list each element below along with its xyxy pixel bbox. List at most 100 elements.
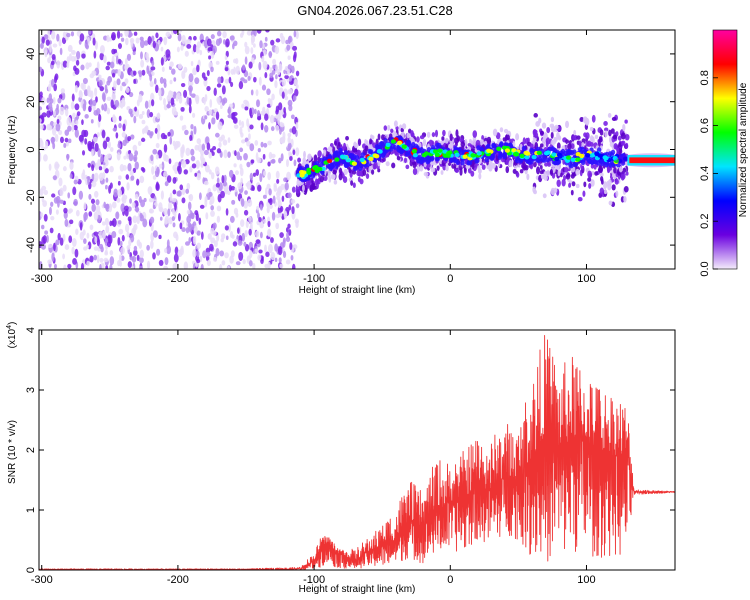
spectrogram-noise-cell bbox=[199, 204, 205, 209]
spectrogram-signal-cell bbox=[577, 196, 583, 202]
spectrogram-noise-cell bbox=[220, 237, 224, 243]
snr-y-tick-label: 0 bbox=[25, 567, 37, 573]
spectrogram-signal-cell bbox=[415, 136, 420, 143]
spectrogram-noise-cell bbox=[89, 98, 93, 108]
spectrogram-noise-cell bbox=[70, 31, 75, 37]
spectrogram-signal-cell bbox=[608, 129, 612, 137]
spectrogram-noise-cell bbox=[104, 168, 109, 174]
spectrogram-noise-cell bbox=[103, 102, 108, 112]
spectrogram-noise-cell bbox=[163, 208, 168, 216]
spectrogram-noise-cell bbox=[118, 228, 124, 235]
spectrogram-noise-cell bbox=[60, 88, 65, 94]
spectrogram-noise-cell bbox=[231, 199, 236, 205]
spectrogram-noise-cell bbox=[260, 122, 264, 131]
spectrogram-noise-cell bbox=[116, 78, 121, 86]
spectrogram-noise-cell bbox=[222, 31, 227, 39]
spectrogram-peak-cell bbox=[513, 152, 520, 157]
spectrogram-signal-cell bbox=[323, 175, 328, 182]
spectrogram-noise-cell bbox=[64, 244, 70, 251]
spectrogram-noise-cell bbox=[122, 164, 127, 171]
spectrogram-noise-cell bbox=[104, 203, 110, 210]
spectrogram-noise-cell bbox=[247, 76, 251, 81]
spectrogram-signal-cell bbox=[533, 161, 537, 168]
spectrogram-signal-cell bbox=[620, 132, 626, 140]
spectrogram-noise-cell bbox=[154, 127, 158, 134]
spectrogram-signal-cell bbox=[600, 176, 604, 182]
spectrogram-noise-cell bbox=[63, 207, 68, 214]
spectrogram-signal-cell bbox=[522, 165, 528, 170]
spectrogram-noise-cell bbox=[132, 70, 137, 76]
spectrogram-noise-cell bbox=[204, 164, 210, 173]
spectrogram-noise-cell bbox=[133, 223, 138, 231]
spectrogram-noise-cell bbox=[259, 172, 263, 183]
spectrogram-noise-cell bbox=[108, 203, 113, 213]
spectrogram-ridge-cell bbox=[485, 144, 490, 150]
spectrogram-noise-cell bbox=[165, 31, 171, 37]
spectrogram-noise-cell bbox=[293, 159, 297, 167]
spectrogram-signal-cell bbox=[442, 129, 446, 137]
spectrogram-signal-cell bbox=[368, 165, 372, 174]
spectrogram-ylabel: Frequency (Hz) bbox=[7, 116, 18, 185]
spectrogram-noise-cell bbox=[88, 105, 92, 113]
spectrogram-signal-cell bbox=[405, 164, 410, 170]
spectrogram-noise-cell bbox=[292, 263, 296, 269]
spectrogram-noise-cell bbox=[177, 30, 183, 33]
spectrogram-noise-cell bbox=[158, 88, 162, 97]
spectrogram-signal-cell bbox=[297, 157, 302, 163]
spectrogram-peak-cell bbox=[359, 157, 365, 163]
spectrogram-signal-cell bbox=[364, 145, 369, 152]
spectrogram-noise-cell bbox=[88, 193, 92, 200]
spectrogram-noise-cell bbox=[257, 212, 260, 219]
spectrogram-noise-cell bbox=[242, 64, 246, 71]
spectrogram-noise-cell bbox=[220, 190, 225, 199]
spectrogram-noise-cell bbox=[196, 173, 202, 181]
spectrogram-noise-cell bbox=[152, 175, 157, 180]
spectrogram-noise-cell bbox=[228, 184, 232, 192]
spectrogram-noise-cell bbox=[267, 229, 271, 237]
spectrogram-noise-cell bbox=[280, 36, 286, 45]
spectrogram-noise-cell bbox=[171, 68, 176, 75]
spectrogram-signal-cell bbox=[578, 140, 582, 148]
spectrogram-signal-cell bbox=[419, 165, 424, 172]
spectrogram-peak-cell bbox=[504, 148, 511, 153]
spectrogram-ridge-cell bbox=[406, 140, 412, 146]
spectrogram-ridge-cell bbox=[529, 148, 534, 154]
spectrogram-noise-cell bbox=[194, 144, 200, 151]
spectrogram-noise-cell bbox=[238, 251, 244, 261]
spectrogram-noise-cell bbox=[86, 260, 90, 267]
spectrogram-noise-cell bbox=[58, 39, 62, 47]
spectrogram-noise-cell bbox=[53, 263, 57, 269]
spectrogram-noise-cell bbox=[69, 161, 74, 170]
spectrogram-noise-cell bbox=[101, 92, 106, 101]
spectrogram-noise-cell bbox=[132, 167, 137, 173]
spectrogram-noise-cell bbox=[228, 169, 234, 178]
spectrogram-noise-cell bbox=[206, 142, 211, 151]
spectrogram-signal-cell bbox=[598, 165, 604, 174]
spectrogram-noise-cell bbox=[265, 187, 268, 197]
spectrogram-noise-cell bbox=[44, 230, 49, 235]
spectrogram-noise-cell bbox=[125, 87, 130, 94]
spectrogram-peak-cell bbox=[486, 148, 492, 153]
spectrogram-noise-cell bbox=[237, 182, 243, 190]
spectrogram-noise-cell bbox=[54, 134, 59, 143]
spectrogram-noise-cell bbox=[43, 189, 49, 196]
spectrogram-noise-cell bbox=[83, 202, 87, 210]
spectrogram-noise-cell bbox=[127, 135, 132, 142]
snr-y-tick-label: 3 bbox=[25, 387, 37, 393]
spectrogram-noise-cell bbox=[39, 139, 44, 148]
spectrogram-noise-cell bbox=[101, 129, 106, 139]
spectrogram-noise-cell bbox=[51, 127, 57, 136]
spectrogram-noise-cell bbox=[211, 151, 215, 156]
spectrogram-noise-cell bbox=[80, 262, 84, 269]
spectrogram-noise-cell bbox=[92, 37, 96, 46]
spectrogram-noise-cell bbox=[74, 55, 77, 62]
spectrogram-noise-cell bbox=[121, 131, 126, 138]
spectrogram-noise-cell bbox=[103, 165, 106, 170]
spectrogram-peak-cell bbox=[585, 152, 591, 158]
spectrogram-noise-cell bbox=[73, 179, 78, 185]
spectrogram-noise-cell bbox=[260, 256, 264, 262]
spectrogram-noise-cell bbox=[59, 136, 64, 144]
spectrogram-noise-cell bbox=[186, 44, 192, 49]
spectrogram-noise-cell bbox=[74, 103, 80, 111]
spectrogram-signal-cell bbox=[516, 172, 520, 178]
